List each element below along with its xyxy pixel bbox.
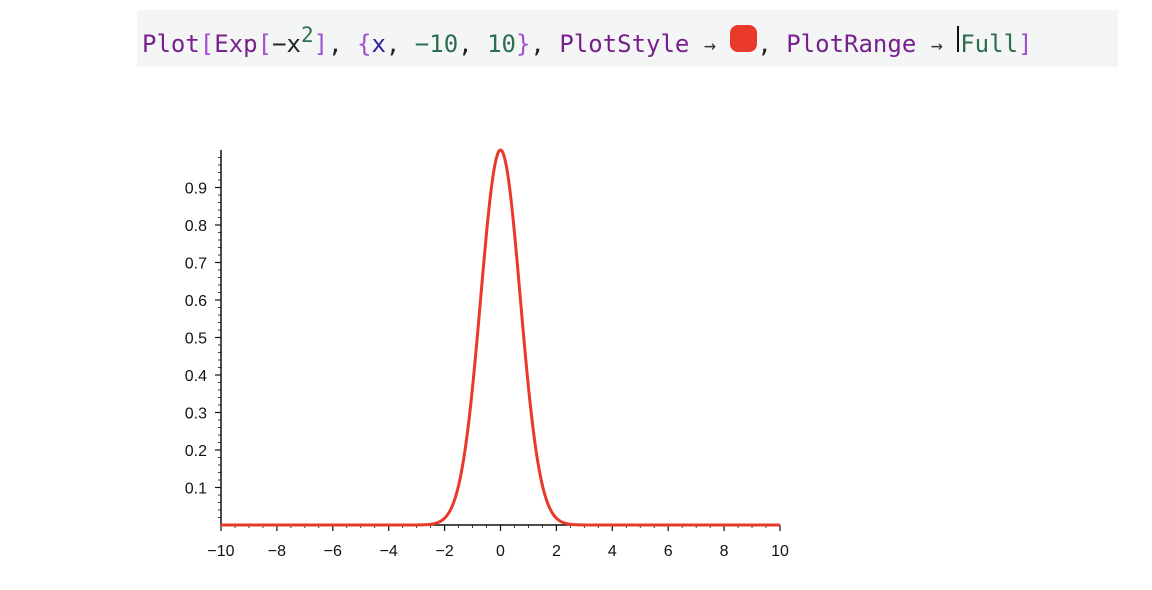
open-bracket-inner: [ <box>257 30 273 58</box>
x-tick-label: −8 <box>268 543 286 560</box>
x-tick-label: 6 <box>664 543 673 560</box>
full-value: Full <box>960 30 1019 58</box>
plot-axes <box>220 150 780 526</box>
x-tick-label: 8 <box>720 543 729 560</box>
range-max: 10 <box>487 30 516 58</box>
plotstyle-option: PlotStyle <box>559 30 690 58</box>
comma: , <box>385 30 401 58</box>
minus-sign: − <box>272 30 287 58</box>
y-tick-label: 0.2 <box>185 443 207 460</box>
x-tick-label: 2 <box>552 543 561 560</box>
x-tick-label: −4 <box>380 543 398 560</box>
exp-function: Exp <box>214 30 258 58</box>
comma: , <box>328 30 343 58</box>
series-line-Exp[-x^2] <box>221 148 780 527</box>
open-bracket: [ <box>199 30 215 58</box>
close-bracket-inner: ] <box>313 30 329 58</box>
y-tick-label: 0.1 <box>185 481 207 498</box>
range-min: −10 <box>414 30 459 58</box>
y-tick-label: 0.7 <box>185 256 207 273</box>
close-brace: } <box>515 30 531 58</box>
plotrange-option: PlotRange <box>786 30 917 58</box>
y-tick-label: 0.6 <box>185 293 207 310</box>
close-bracket: ] <box>1018 30 1033 58</box>
x-tick-label: 10 <box>771 543 789 560</box>
comma: , <box>757 30 772 58</box>
x-tick-label: 4 <box>608 543 617 560</box>
color-swatch[interactable] <box>730 25 758 52</box>
iterator-variable: x <box>371 30 386 58</box>
function-name: Plot <box>142 30 200 58</box>
plot-ticks <box>215 157 781 531</box>
x-tick-label: −2 <box>435 543 453 560</box>
y-tick-label: 0.9 <box>185 181 207 198</box>
y-tick-label: 0.8 <box>185 218 207 235</box>
plot-tick-labels: −10 −8 −6 −4 −2 0 2 4 6 8 10 0.1 0.2 0.3 0.4 0.5 0.6 0.7 0… <box>185 181 789 561</box>
x-tick-label: −10 <box>207 543 234 560</box>
comma: , <box>530 30 545 58</box>
exponent: 2 <box>300 23 314 47</box>
y-tick-label: 0.4 <box>185 368 207 385</box>
x-tick-label: −6 <box>324 543 342 560</box>
y-tick-label: 0.3 <box>185 406 207 423</box>
rule-arrow-icon: → <box>703 33 716 57</box>
rule-arrow-icon: → <box>930 33 943 57</box>
input-cell[interactable]: Plot[Exp[−x2], {x, −10, 10}, PlotStyle →… <box>137 10 1118 67</box>
y-tick-label: 0.5 <box>185 331 207 348</box>
comma: , <box>458 30 473 58</box>
open-brace: { <box>356 30 372 58</box>
text-cursor <box>957 26 960 52</box>
x-tick-label: 0 <box>496 543 505 560</box>
x-symbol: x <box>286 30 301 58</box>
